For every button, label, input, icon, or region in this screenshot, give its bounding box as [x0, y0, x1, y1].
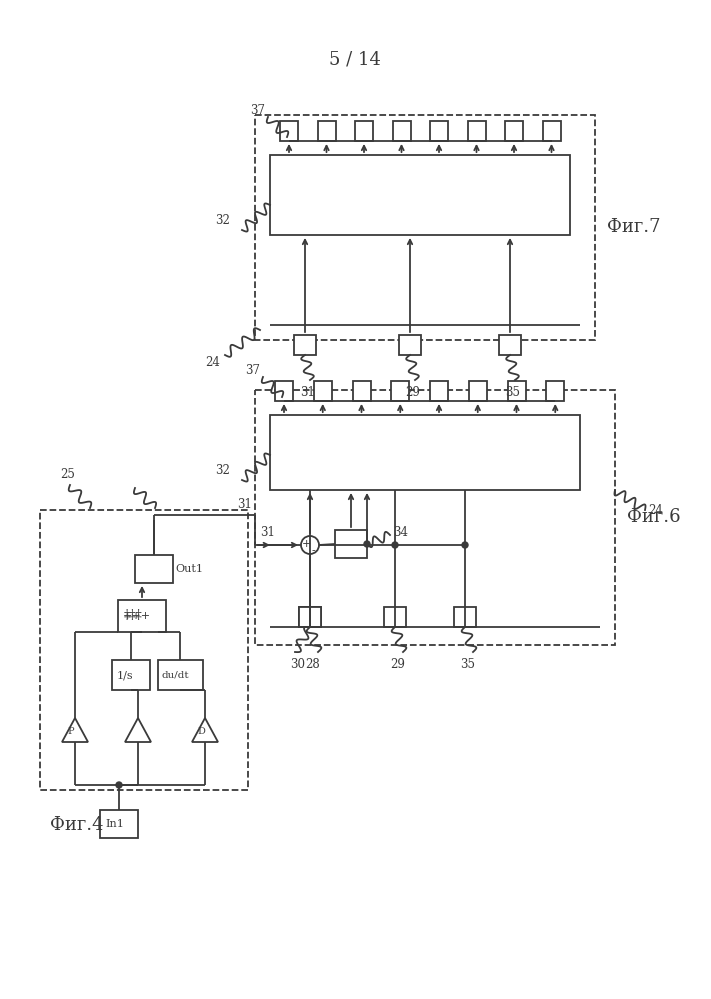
Text: 25: 25	[60, 469, 75, 482]
Circle shape	[364, 541, 370, 547]
Bar	[280, 121, 298, 141]
Text: 31: 31	[300, 387, 315, 400]
Bar	[508, 381, 525, 401]
Text: 32: 32	[215, 214, 230, 227]
Text: 35: 35	[505, 387, 520, 400]
Text: 29: 29	[405, 387, 420, 400]
Bar	[314, 381, 332, 401]
Bar	[392, 121, 410, 141]
Text: 32: 32	[215, 464, 230, 477]
Text: D: D	[197, 727, 205, 736]
Bar	[430, 121, 448, 141]
Bar	[353, 381, 370, 401]
Text: 34: 34	[393, 525, 408, 538]
Bar	[546, 381, 565, 401]
Circle shape	[462, 542, 468, 548]
Bar	[499, 335, 521, 355]
Bar	[299, 607, 321, 627]
Text: 37: 37	[245, 365, 260, 378]
Bar	[294, 335, 316, 355]
Bar	[255, 390, 615, 645]
Bar	[399, 335, 421, 355]
Text: 24: 24	[648, 503, 663, 516]
Text: In1: In1	[105, 819, 124, 829]
Bar	[40, 510, 248, 790]
Text: -: -	[312, 546, 316, 556]
Bar	[100, 810, 138, 838]
Text: ‡‡‡: ‡‡‡	[124, 609, 143, 622]
Bar	[454, 607, 476, 627]
Bar	[270, 155, 570, 235]
Bar	[118, 600, 166, 632]
Text: 37: 37	[250, 105, 265, 118]
Text: Фиг.6: Фиг.6	[627, 508, 680, 526]
Bar	[135, 555, 173, 583]
Text: Out1: Out1	[175, 564, 203, 574]
Bar	[158, 660, 203, 690]
Text: Фиг.7: Фиг.7	[607, 218, 661, 236]
Bar	[391, 381, 410, 401]
Text: 31: 31	[260, 526, 275, 539]
Text: +: +	[302, 539, 311, 549]
Text: +++: +++	[123, 611, 151, 621]
Bar	[270, 415, 580, 490]
Text: du/dt: du/dt	[161, 670, 188, 679]
Text: 5 / 14: 5 / 14	[329, 51, 381, 69]
Text: 30: 30	[290, 658, 305, 671]
Bar	[469, 381, 487, 401]
Text: Фиг.4: Фиг.4	[50, 816, 104, 834]
Bar	[384, 607, 406, 627]
Text: 29: 29	[390, 658, 405, 671]
Circle shape	[116, 782, 122, 788]
Bar	[112, 660, 150, 690]
Bar	[505, 121, 523, 141]
Text: 24: 24	[205, 357, 220, 370]
Text: 31: 31	[237, 499, 252, 511]
Bar	[542, 121, 560, 141]
Bar	[318, 121, 336, 141]
Text: 28: 28	[305, 658, 320, 671]
Text: 35: 35	[460, 658, 475, 671]
Bar	[275, 381, 293, 401]
Bar	[299, 607, 321, 627]
Bar	[335, 530, 367, 558]
Bar	[430, 381, 448, 401]
Text: 1/s: 1/s	[117, 670, 134, 680]
Text: P: P	[68, 727, 75, 736]
Bar	[355, 121, 373, 141]
Bar	[468, 121, 486, 141]
Bar	[255, 115, 595, 340]
Circle shape	[392, 542, 398, 548]
